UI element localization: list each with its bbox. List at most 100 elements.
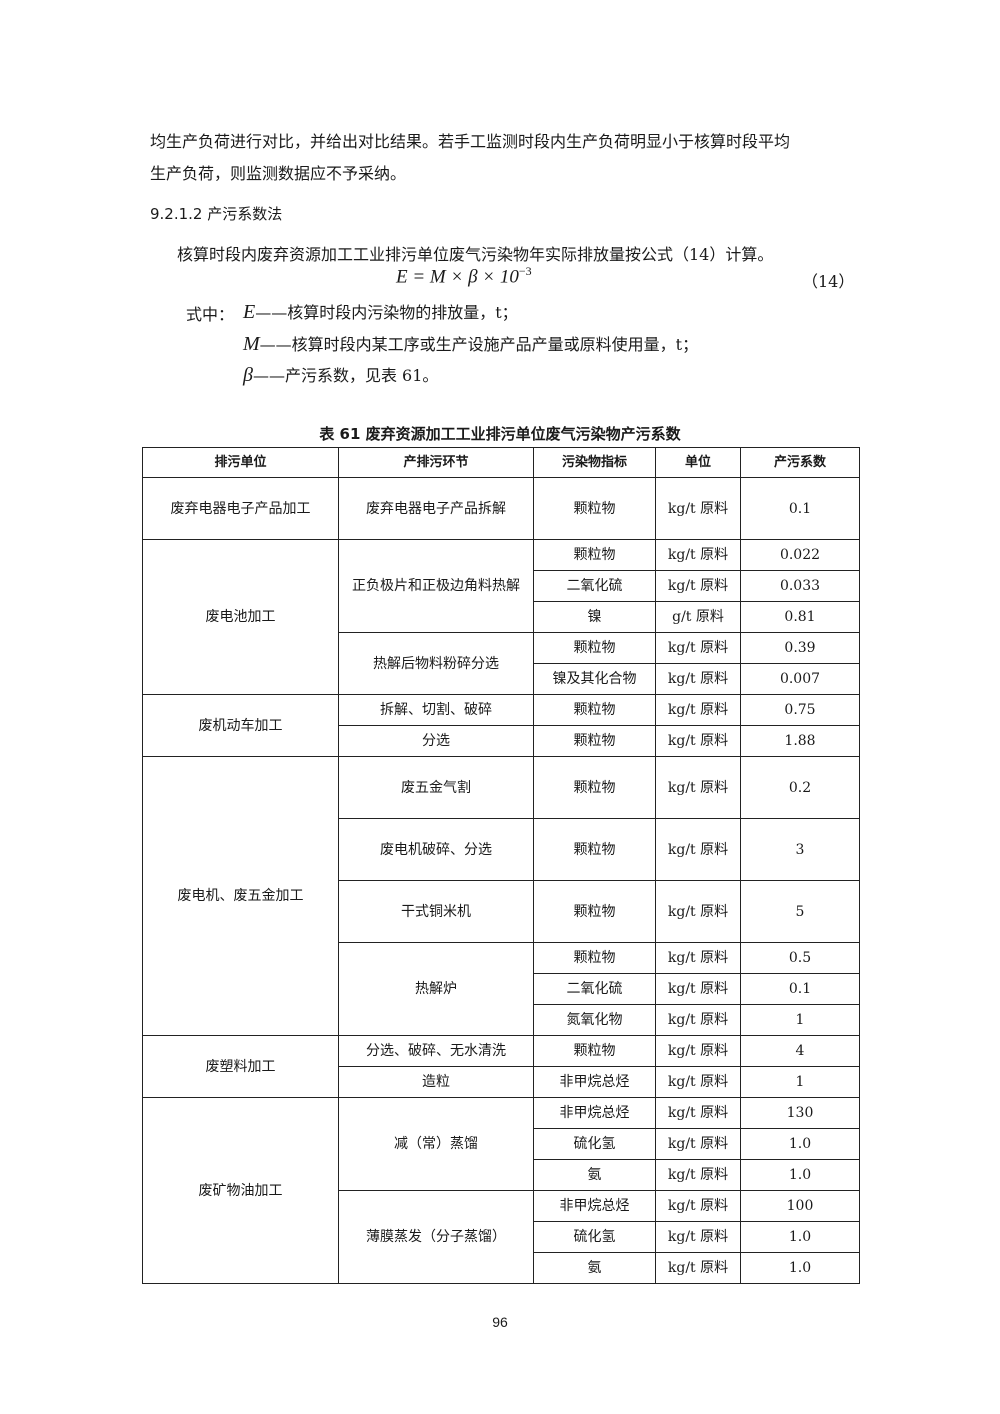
header-cell: 排污单位: [142, 447, 339, 478]
unit-cell: g/t 原料: [655, 601, 741, 633]
coefficient-cell: 0.39: [740, 632, 860, 664]
coefficient-cell: 0.5: [740, 942, 860, 974]
unit-cell: kg/t 原料: [655, 756, 741, 819]
table-row: 薄膜蒸发（分子蒸馏） 非甲烷总烃 kg/t 原料 100: [143, 1190, 860, 1284]
formula-rhs: = M × β × 10: [407, 266, 519, 288]
unit-cell: kg/t 原料: [655, 725, 741, 757]
unit-cell: kg/t 原料: [655, 942, 741, 974]
table-row: 镍 g/t 原料 0.81: [143, 601, 860, 633]
coefficient-cell: 1.0: [740, 1221, 860, 1253]
pollution-unit-cell: 废机动车加工: [142, 694, 339, 757]
pollutant-cell: 非甲烷总烃: [533, 1190, 656, 1222]
pollutant-cell: 二氧化硫: [533, 570, 656, 602]
table-row: 氨 kg/t 原料 1.0: [143, 1252, 860, 1284]
where-prefix: 式中：: [186, 305, 235, 324]
formula-exponent: −3: [518, 264, 532, 278]
unit-cell: kg/t 原料: [655, 1097, 741, 1129]
paragraph: 核算时段内废弃资源加工工业排污单位废气污染物年实际排放量按公式（14）计算。: [177, 245, 774, 264]
pollutant-cell: 硫化氢: [533, 1221, 656, 1253]
pollutant-cell: 氮氧化物: [533, 1004, 656, 1036]
coefficient-cell: 0.1: [740, 973, 860, 1005]
process-cell: 废五金气割: [338, 756, 534, 819]
table-row: 硫化氢 kg/t 原料 1.0: [143, 1128, 860, 1160]
pollution-unit-cell: 废矿物油加工: [142, 1097, 339, 1284]
coefficient-cell: 0.033: [740, 570, 860, 602]
coefficient-cell: 1: [740, 1004, 860, 1036]
paragraph-line: 生产负荷，则监测数据应不予采纳。: [150, 164, 407, 183]
paragraph-line: 均生产负荷进行对比，并给出对比结果。若手工监测时段内生产负荷明显小于核算时段平均: [150, 132, 791, 151]
process-cell: 薄膜蒸发（分子蒸馏）: [338, 1190, 534, 1284]
page-number: 96: [492, 1314, 508, 1330]
coefficient-cell: 0.2: [740, 756, 860, 819]
unit-cell: kg/t 原料: [655, 1128, 741, 1160]
table-row: 造粒 非甲烷总烃 kg/t 原料 1: [143, 1066, 860, 1098]
pollutant-cell: 氨: [533, 1159, 656, 1191]
pollutant-cell: 颗粒物: [533, 942, 656, 974]
table-row: 分选 颗粒物 kg/t 原料 1.88: [143, 725, 860, 757]
pollutant-cell: 二氧化硫: [533, 973, 656, 1005]
section-heading: 9.2.1.2 产污系数法: [150, 205, 283, 223]
where-desc: ——核算时段内污染物的排放量，t；: [255, 303, 518, 322]
pollution-unit-cell: 废电机、废五金加工: [142, 756, 339, 1036]
header-cell: 污染物指标: [533, 447, 656, 478]
unit-cell: kg/t 原料: [655, 973, 741, 1005]
where-desc: ——产污系数，见表 61。: [252, 366, 439, 385]
process-cell: 废弃电器电子产品拆解: [338, 477, 534, 540]
where-item: E——核算时段内污染物的排放量，t；: [243, 299, 518, 324]
header-cell: 产排污环节: [338, 447, 534, 478]
pollutant-cell: 非甲烷总烃: [533, 1066, 656, 1098]
coefficient-cell: 130: [740, 1097, 860, 1129]
table-row: 废电机破碎、分选 颗粒物 kg/t 原料 3: [143, 818, 860, 881]
header-cell: 单位: [655, 447, 741, 478]
coefficient-cell: 1.0: [740, 1159, 860, 1191]
unit-cell: kg/t 原料: [655, 1252, 741, 1284]
pollutant-cell: 颗粒物: [533, 880, 656, 943]
table-row: 热解炉 颗粒物 kg/t 原料 0.5: [143, 942, 860, 1036]
pollutant-cell: 颗粒物: [533, 632, 656, 664]
pollutant-cell: 颗粒物: [533, 477, 656, 540]
unit-cell: kg/t 原料: [655, 818, 741, 881]
pollutant-cell: 颗粒物: [533, 539, 656, 571]
unit-cell: kg/t 原料: [655, 1004, 741, 1036]
pollutant-cell: 颗粒物: [533, 1035, 656, 1067]
coefficient-cell: 1.0: [740, 1252, 860, 1284]
pollutant-cell: 颗粒物: [533, 756, 656, 819]
pollutant-cell: 镍及其化合物: [533, 663, 656, 695]
pollutant-cell: 颗粒物: [533, 818, 656, 881]
table-row: 废塑料加工 分选、破碎、无水清洗 颗粒物 kg/t 原料 4: [142, 1035, 860, 1098]
coefficient-table: 排污单位 产排污环节 污染物指标 单位 产污系数 废弃电器电子产品加工 废弃电器电…: [142, 447, 860, 1284]
symbol-e: E: [243, 301, 256, 323]
process-cell: 分选: [338, 725, 534, 757]
coefficient-cell: 5: [740, 880, 860, 943]
formula: E = M × β × 10−3: [396, 264, 532, 288]
pollutant-cell: 颗粒物: [533, 725, 656, 757]
coefficient-cell: 0.75: [740, 694, 860, 726]
coefficient-cell: 1.88: [740, 725, 860, 757]
coefficient-cell: 100: [740, 1190, 860, 1222]
table-row: 二氧化硫 kg/t 原料 0.033: [143, 570, 860, 602]
unit-cell: kg/t 原料: [655, 1066, 741, 1098]
process-cell: 热解炉: [338, 942, 534, 1036]
coefficient-cell: 0.022: [740, 539, 860, 571]
coefficient-cell: 1.0: [740, 1128, 860, 1160]
table-caption: 表 61 废弃资源加工工业排污单位废气污染物产污系数: [319, 425, 681, 443]
coefficient-cell: 3: [740, 818, 860, 881]
coefficient-cell: 0.81: [740, 601, 860, 633]
coefficient-cell: 1: [740, 1066, 860, 1098]
process-cell: 造粒: [338, 1066, 534, 1098]
table-header-row: 排污单位 产排污环节 污染物指标 单位 产污系数: [142, 447, 860, 478]
table-row: 废电池加工 正负极片和正极边角料热解 颗粒物 kg/t 原料 0.022: [142, 539, 860, 695]
symbol-beta: β: [243, 364, 253, 386]
pollutant-cell: 颗粒物: [533, 694, 656, 726]
process-cell: 干式铜米机: [338, 880, 534, 943]
table-row: 二氧化硫 kg/t 原料 0.1: [143, 973, 860, 1005]
unit-cell: kg/t 原料: [655, 880, 741, 943]
unit-cell: kg/t 原料: [655, 1159, 741, 1191]
where-item: M——核算时段内某工序或生产设施产品产量或原料使用量，t；: [243, 331, 698, 356]
unit-cell: kg/t 原料: [655, 632, 741, 664]
symbol-m: M: [243, 333, 260, 355]
process-cell: 分选、破碎、无水清洗: [338, 1035, 534, 1067]
process-cell: 热解后物料粉碎分选: [338, 632, 534, 695]
process-cell: 减（常）蒸馏: [338, 1097, 534, 1191]
pollutant-cell: 氨: [533, 1252, 656, 1284]
